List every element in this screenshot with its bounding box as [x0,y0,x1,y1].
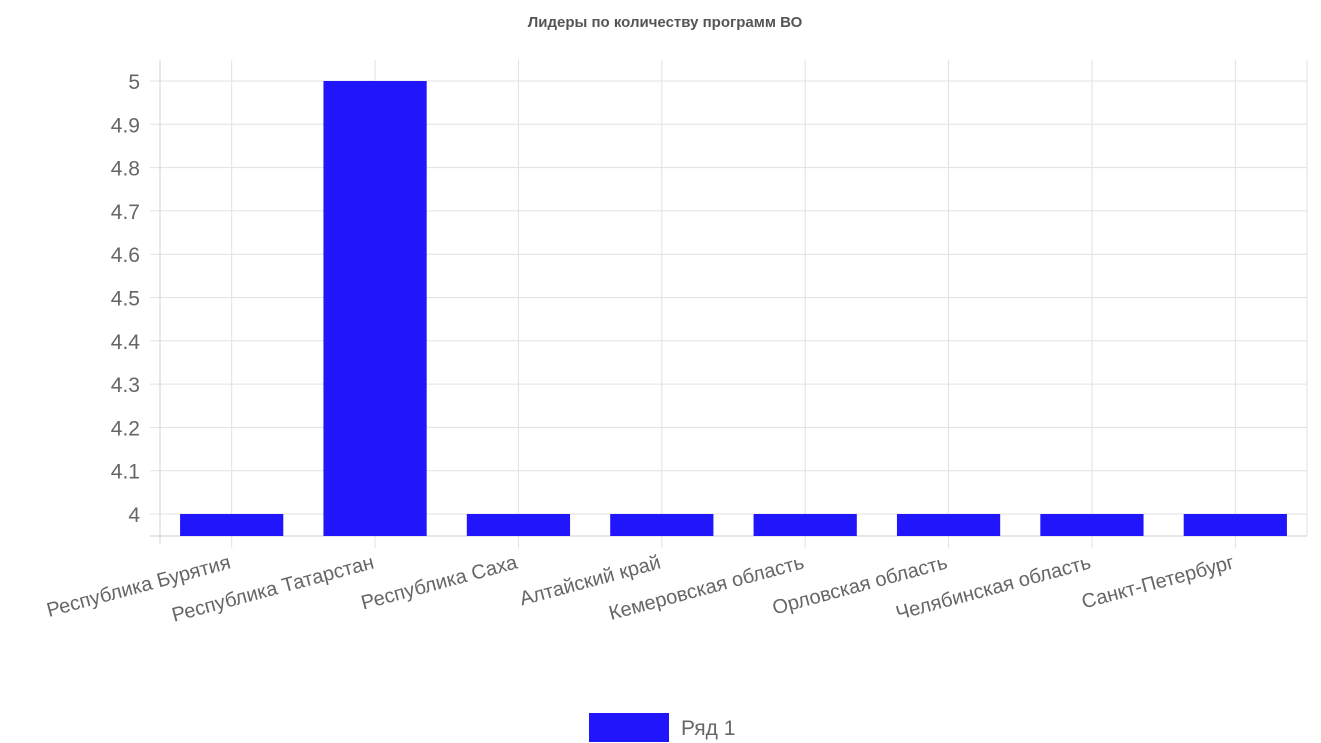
bar-5[interactable] [896,514,1001,536]
y-tick-label: 5 [128,71,140,94]
bar-2[interactable] [466,514,571,536]
bar-6[interactable] [1040,514,1144,536]
y-tick-label: 4.2 [111,417,140,440]
bar-7[interactable] [1183,514,1287,536]
y-tick-label: 4.6 [111,244,140,267]
bars [180,81,1287,536]
chart-title: Лидеры по количеству программ ВО [528,14,803,31]
legend[interactable]: Ряд 1 [589,713,735,742]
y-tick-label: 4.4 [111,331,141,354]
y-tick-label: 4.9 [111,114,140,137]
x-tick-label: Санкт-Петербург [1079,552,1236,614]
legend-label-series-1[interactable]: Ряд 1 [681,717,735,740]
y-tick-label: 4.5 [111,288,140,311]
y-tick-label: 4.1 [111,461,140,484]
x-tick-label: Республика Саха [359,551,521,614]
bar-4[interactable] [753,514,857,536]
y-tick-label: 4 [128,504,140,527]
bar-1[interactable] [323,81,427,536]
bar-3[interactable] [610,514,714,536]
y-tick-label: 4.8 [111,158,140,181]
y-axis-ticks: 5 4.9 4.8 4.7 4.6 4.5 4.4 4.3 4.2 4.1 4 [111,71,141,527]
y-tick-label: 4.3 [111,374,140,397]
bar-0[interactable] [180,514,284,536]
y-tick-label: 4.7 [111,201,140,224]
legend-swatch-series-1[interactable] [589,713,669,742]
